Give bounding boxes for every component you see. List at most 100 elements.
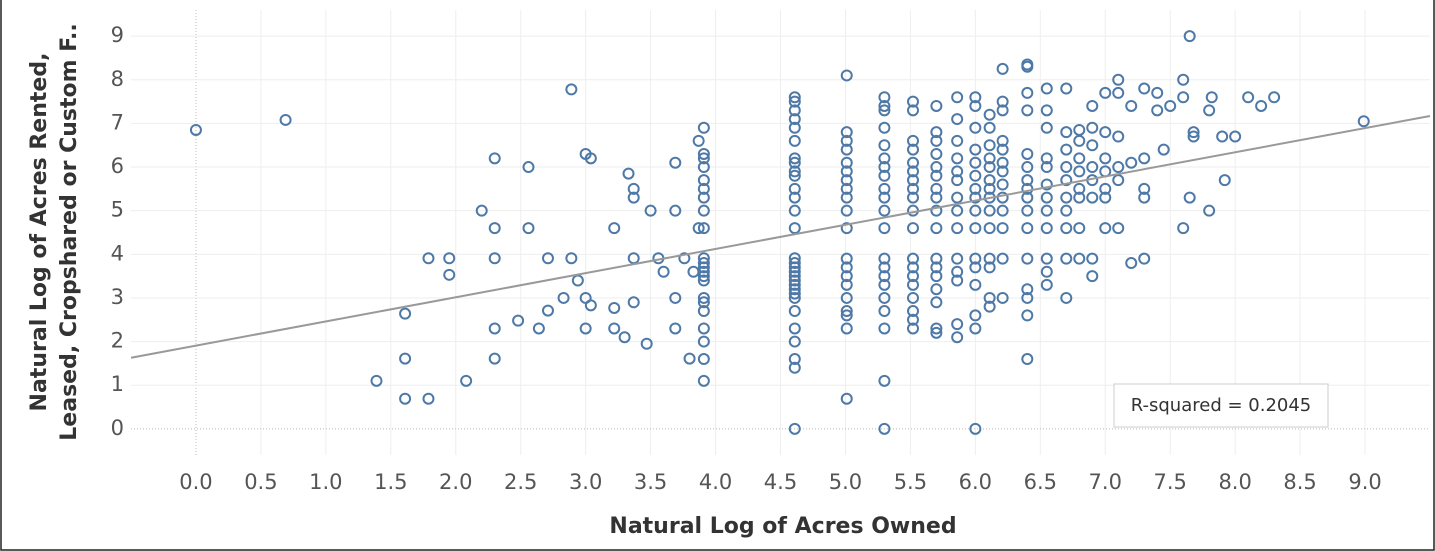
point [460, 374, 473, 387]
point [1138, 182, 1151, 195]
point [930, 147, 943, 160]
point [930, 99, 943, 112]
x-tick-label: 4.0 [699, 470, 732, 494]
point [1040, 121, 1053, 134]
point [370, 374, 383, 387]
point [1216, 130, 1229, 143]
point [878, 191, 891, 204]
point [951, 91, 964, 104]
point [840, 291, 853, 304]
point [996, 191, 1009, 204]
point [930, 270, 943, 283]
point [1138, 252, 1151, 265]
point [951, 174, 964, 187]
point [969, 261, 982, 274]
point [983, 182, 996, 195]
point [669, 156, 682, 169]
point [399, 307, 412, 320]
point [878, 422, 891, 435]
point [1021, 252, 1034, 265]
point [951, 113, 964, 126]
point [930, 326, 943, 339]
point [1138, 82, 1151, 95]
point [697, 270, 710, 283]
point [1021, 182, 1034, 195]
point [906, 278, 919, 291]
point [996, 165, 1009, 178]
point [788, 182, 801, 195]
point [697, 261, 710, 274]
point [983, 121, 996, 134]
x-tick-label: 8.5 [1283, 470, 1316, 494]
point [1060, 161, 1073, 174]
point [697, 121, 710, 134]
point [1040, 152, 1053, 165]
point [840, 322, 853, 335]
point [1357, 115, 1370, 128]
point [840, 392, 853, 405]
point [512, 314, 525, 327]
point [983, 261, 996, 274]
x-tick-label: 0.0 [179, 470, 212, 494]
point [1242, 91, 1255, 104]
point [840, 204, 853, 217]
point [788, 257, 801, 270]
point [969, 422, 982, 435]
point [788, 104, 801, 117]
point [996, 95, 1009, 108]
point [1021, 353, 1034, 366]
point [878, 270, 891, 283]
point [697, 335, 710, 348]
point [1040, 222, 1053, 235]
point [1125, 99, 1138, 112]
point [878, 161, 891, 174]
point [969, 91, 982, 104]
point [951, 274, 964, 287]
y-axis-title: Natural Log of Acres Rented, [27, 53, 52, 412]
point [697, 274, 710, 287]
point [1073, 222, 1086, 235]
point [878, 291, 891, 304]
point [840, 126, 853, 139]
point [697, 305, 710, 318]
point [1099, 191, 1112, 204]
point [488, 152, 501, 165]
point [1060, 143, 1073, 156]
point [692, 134, 705, 147]
point [878, 182, 891, 195]
point [1125, 156, 1138, 169]
point [878, 252, 891, 265]
y-tick-label: 3 [111, 285, 124, 309]
point [969, 182, 982, 195]
point [1040, 204, 1053, 217]
point [697, 204, 710, 217]
point [996, 62, 1009, 75]
point [983, 291, 996, 304]
point [906, 252, 919, 265]
point [930, 182, 943, 195]
point [983, 108, 996, 121]
point [697, 265, 710, 278]
point [1021, 60, 1034, 73]
point [1040, 178, 1053, 191]
point [788, 91, 801, 104]
point [1021, 191, 1034, 204]
point [840, 174, 853, 187]
point [279, 113, 292, 126]
point [878, 261, 891, 274]
point [840, 305, 853, 318]
point [788, 169, 801, 182]
point [697, 374, 710, 387]
point [1021, 174, 1034, 187]
point [788, 265, 801, 278]
point [541, 304, 554, 317]
point [983, 204, 996, 217]
x-tick-label: 3.0 [569, 470, 602, 494]
point [983, 139, 996, 152]
point [930, 204, 943, 217]
point [983, 152, 996, 165]
point [488, 352, 501, 365]
point [1112, 174, 1125, 187]
point [1183, 30, 1196, 43]
point [951, 165, 964, 178]
